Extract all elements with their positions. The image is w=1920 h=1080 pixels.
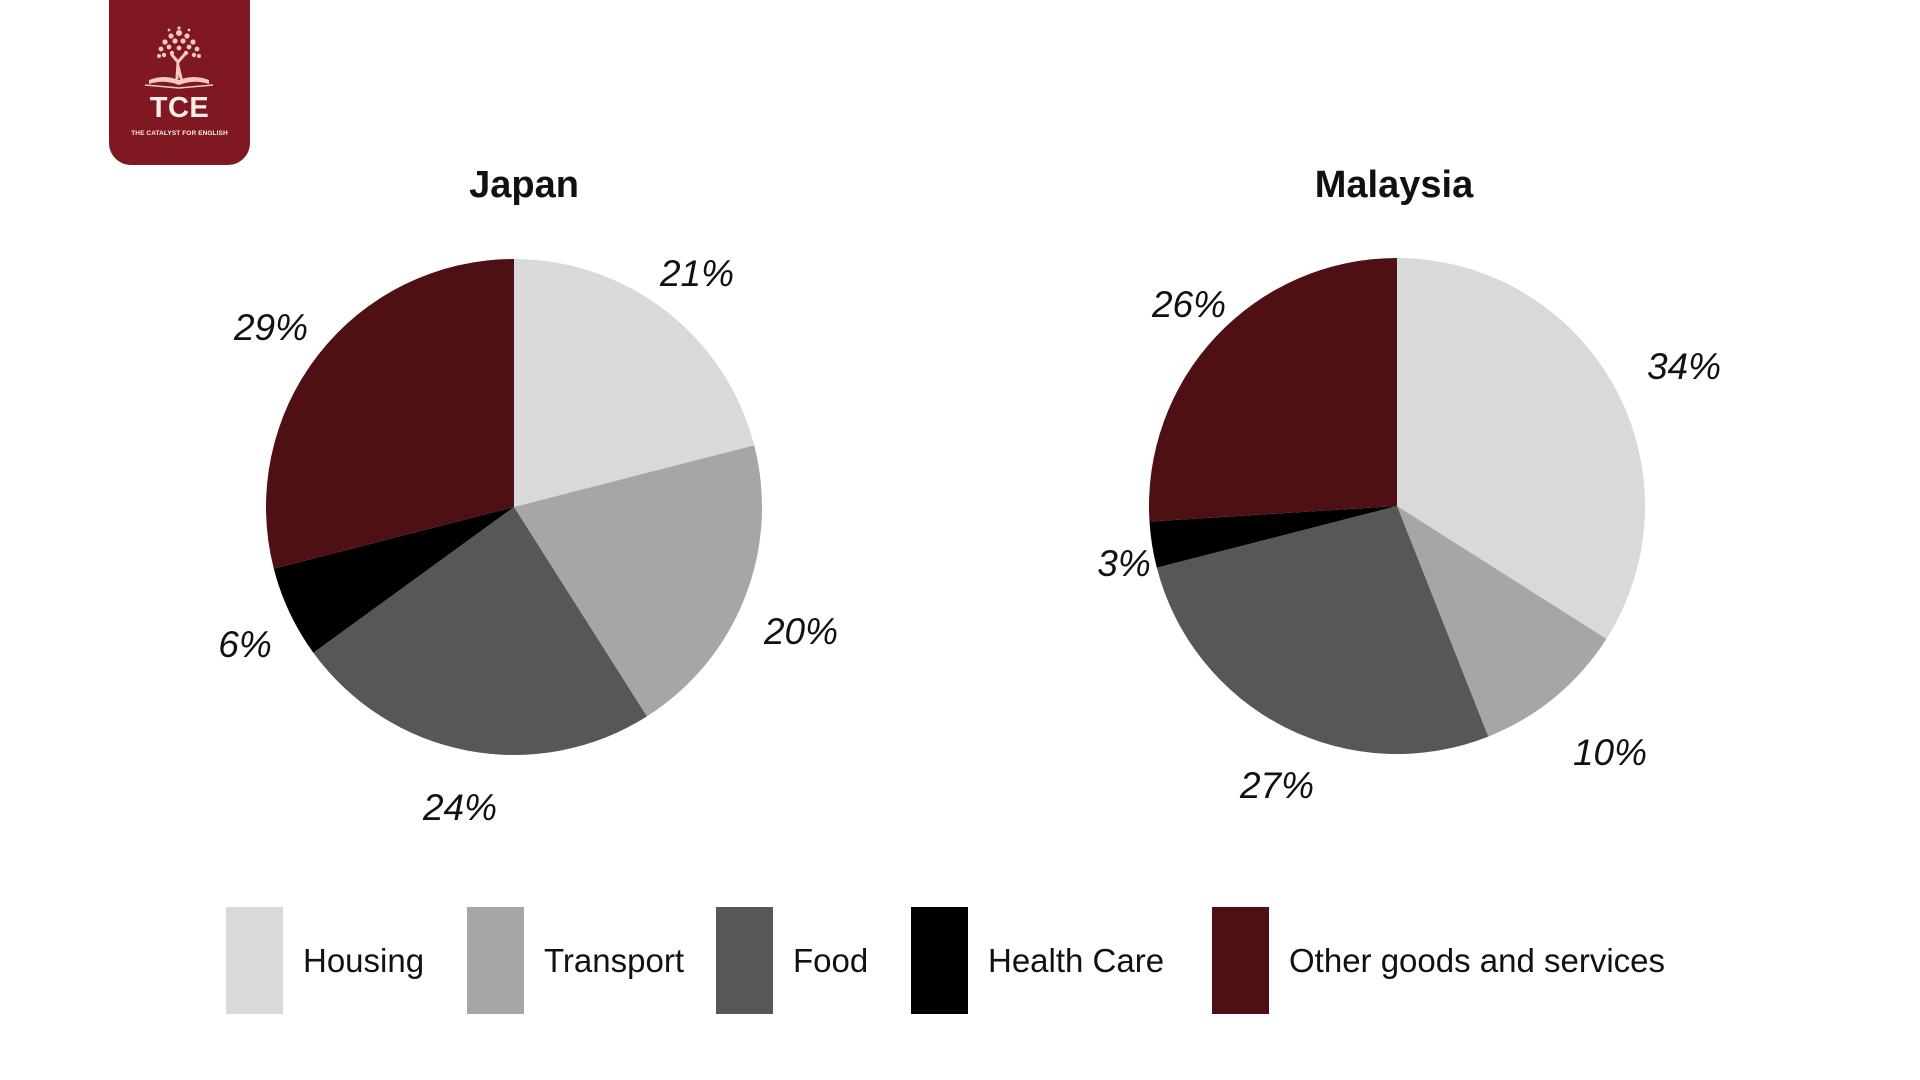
legend-swatch-food: [716, 907, 773, 1014]
legend-swatch-transport: [467, 907, 524, 1014]
pie-slice-housing: [1397, 258, 1645, 639]
label-malaysia-transport: 10%: [1572, 732, 1648, 773]
legend-label-other: Other goods and services: [1289, 941, 1666, 979]
pie-slice-housing: [514, 259, 755, 507]
legend-label-health-care: Health Care: [988, 941, 1165, 979]
pie-slice-food: [1156, 506, 1489, 754]
label-japan-food: 24%: [422, 787, 498, 828]
logo-text: TCE: [149, 92, 210, 124]
pie-slice-food: [313, 507, 647, 755]
label-japan-health-care: 6%: [218, 624, 272, 665]
pie-slice-other: [1149, 258, 1397, 522]
label-malaysia-health-care: 3%: [1097, 543, 1151, 584]
legend-item-housing: Housing: [226, 907, 424, 1014]
legend-swatch-health-care: [911, 907, 968, 1014]
legend-label-transport: Transport: [544, 941, 684, 979]
label-malaysia-food: 27%: [1239, 765, 1315, 806]
legend-item-transport: Transport: [467, 907, 684, 1014]
legend-item-food: Food: [716, 907, 868, 1014]
logo-subtitle: THE CATALYST FOR ENGLISH: [131, 130, 228, 137]
legend-swatch-housing: [226, 907, 283, 1014]
label-japan-other: 29%: [233, 307, 309, 348]
pie-slice-transport: [514, 445, 763, 717]
pie-japan: [265, 259, 763, 755]
pie-slice-transport: [1397, 506, 1607, 737]
tce-logo: TCE THE CATALYST FOR ENGLISH: [109, 0, 250, 165]
label-japan-transport: 20%: [763, 611, 839, 652]
chart-title-japan: Japan: [469, 164, 579, 206]
legend-label-food: Food: [793, 941, 869, 979]
pie-malaysia: [1149, 258, 1645, 754]
tree-book-icon: [144, 26, 214, 89]
chart-title-malaysia: Malaysia: [1314, 164, 1474, 206]
label-japan-housing: 21%: [659, 253, 735, 294]
label-malaysia-housing: 34%: [1646, 346, 1722, 387]
legend-label-housing: Housing: [303, 941, 425, 979]
legend-swatch-other: [1212, 907, 1269, 1014]
pie-slice-other: [265, 259, 514, 569]
legend-item-health-care: Health Care: [911, 907, 1164, 1014]
pie-slice-health-care: [273, 507, 514, 653]
label-malaysia-other: 26%: [1151, 284, 1227, 325]
pie-slice-health-care: [1149, 506, 1397, 568]
legend-item-other: Other goods and services: [1212, 907, 1665, 1014]
